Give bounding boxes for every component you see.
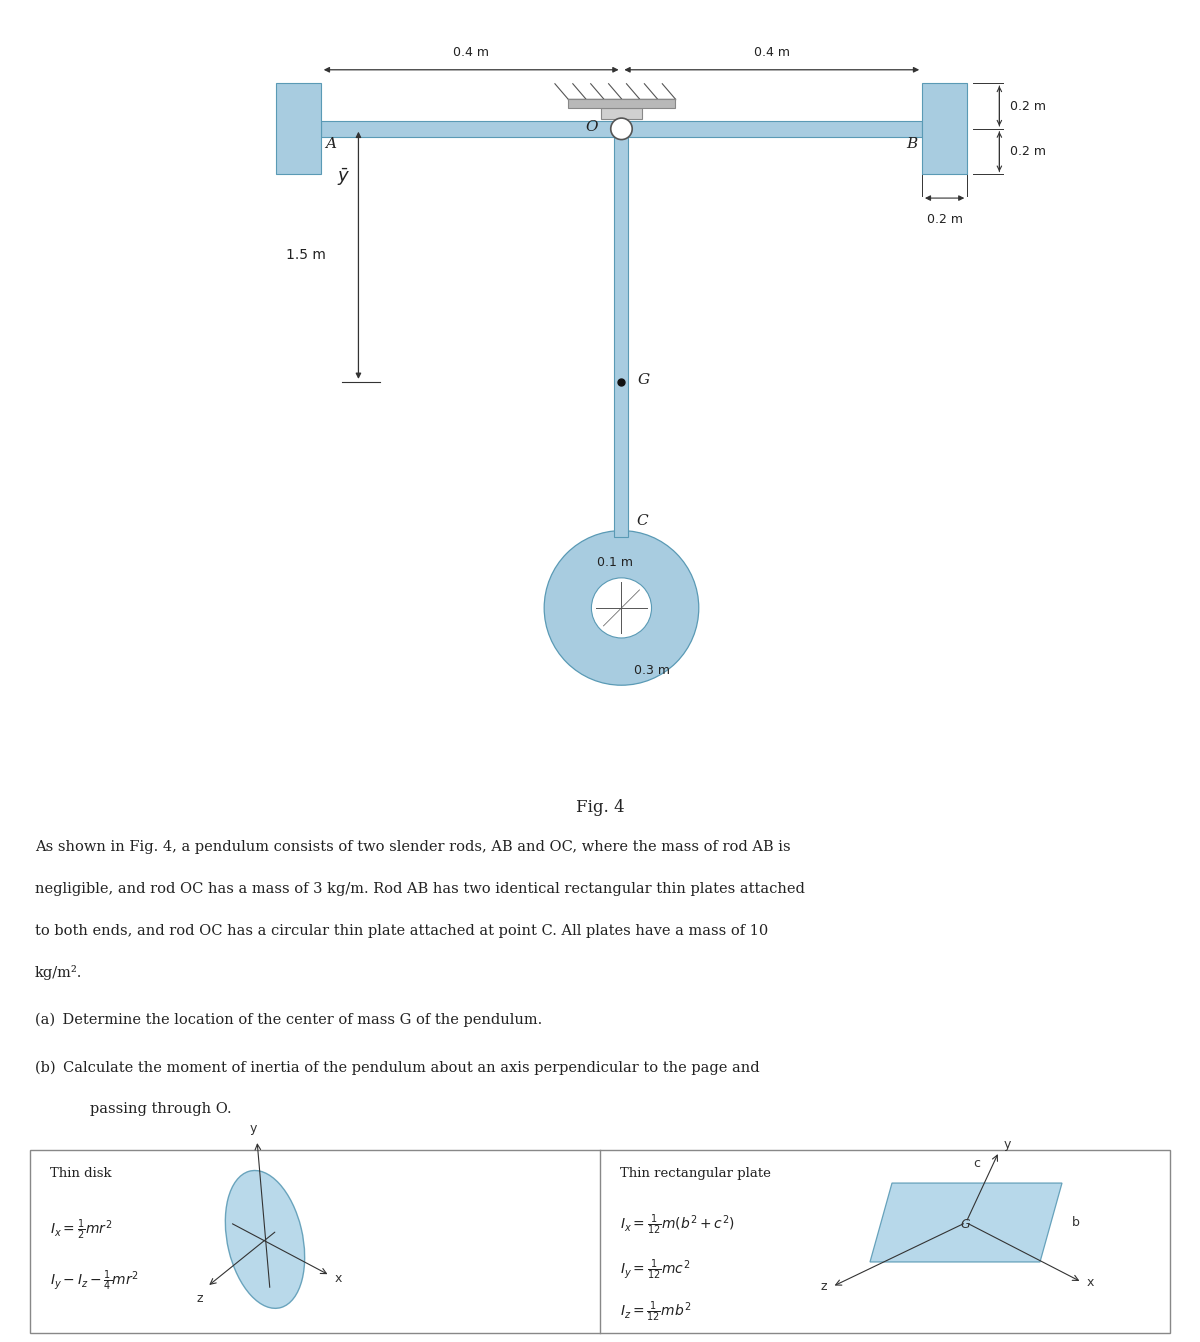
Bar	[614, 129, 629, 537]
Text: z: z	[821, 1280, 827, 1294]
Circle shape	[544, 530, 698, 686]
Text: 0.3 m: 0.3 m	[635, 664, 671, 676]
Bar	[276, 83, 320, 174]
Text: passing through O.: passing through O.	[90, 1102, 232, 1117]
Text: z: z	[197, 1292, 203, 1306]
Bar	[320, 121, 922, 137]
Text: C: C	[636, 514, 648, 529]
Text: x: x	[1087, 1276, 1094, 1288]
Bar	[601, 109, 642, 119]
Text: $\bar{y}$: $\bar{y}$	[337, 166, 350, 188]
Bar	[922, 83, 967, 174]
Text: x: x	[335, 1272, 342, 1286]
Text: kg/m².: kg/m².	[35, 965, 83, 981]
Text: 0.1 m: 0.1 m	[598, 557, 634, 569]
Text: (a) Determine the location of the center of mass G of the pendulum.: (a) Determine the location of the center…	[35, 1013, 542, 1027]
Bar	[568, 99, 676, 109]
Text: As shown in Fig. 4, a pendulum consists of two slender rods, ​AB and OC, where t: As shown in Fig. 4, a pendulum consists …	[35, 840, 791, 855]
Text: 0.2 m: 0.2 m	[1010, 99, 1046, 113]
Text: 0.2 m: 0.2 m	[1010, 145, 1046, 158]
Text: y: y	[250, 1122, 257, 1134]
Circle shape	[592, 578, 652, 637]
Text: c: c	[973, 1157, 980, 1169]
Text: 1.5 m: 1.5 m	[287, 248, 326, 262]
Text: O: O	[586, 119, 598, 134]
Circle shape	[611, 118, 632, 140]
Text: Thin rectangular plate: Thin rectangular plate	[620, 1168, 770, 1180]
Text: B: B	[906, 137, 918, 152]
Text: $I_y - I_z - \frac{1}{4}mr^2$: $I_y - I_z - \frac{1}{4}mr^2$	[50, 1268, 139, 1294]
Text: y: y	[1004, 1138, 1012, 1151]
Text: G: G	[637, 373, 649, 386]
Text: (b) Calculate the moment of inertia of the pendulum about an axis perpendicular : (b) Calculate the moment of inertia of t…	[35, 1060, 760, 1075]
Text: Thin disk: Thin disk	[50, 1168, 112, 1180]
Text: Fig. 4: Fig. 4	[576, 798, 624, 816]
Text: negligible, and rod OC has a mass of 3 kg/m. Rod AB has two identical rectangula: negligible, and rod OC has a mass of 3 k…	[35, 882, 805, 896]
Text: 0.2 m: 0.2 m	[926, 213, 962, 225]
Text: b: b	[1072, 1216, 1080, 1229]
Text: A: A	[325, 137, 336, 152]
Bar	[30, 1150, 1170, 1333]
Text: $I_z = \frac{1}{12}mb^2$: $I_z = \frac{1}{12}mb^2$	[620, 1299, 691, 1323]
Text: $I_x = \frac{1}{2}mr^2$: $I_x = \frac{1}{2}mr^2$	[50, 1219, 113, 1243]
Ellipse shape	[226, 1170, 305, 1308]
Text: 0.4 m: 0.4 m	[754, 46, 790, 59]
Text: $I_x = \frac{1}{12}m(b^2 + c^2)$: $I_x = \frac{1}{12}m(b^2 + c^2)$	[620, 1212, 734, 1237]
Text: $I_y = \frac{1}{12}mc^2$: $I_y = \frac{1}{12}mc^2$	[620, 1257, 690, 1282]
Polygon shape	[870, 1184, 1062, 1261]
Text: 0.4 m: 0.4 m	[454, 46, 490, 59]
Text: G: G	[960, 1219, 970, 1231]
Text: to both ends, and rod OC has a circular thin plate attached at point C. All plat: to both ends, and rod OC has a circular …	[35, 923, 768, 938]
